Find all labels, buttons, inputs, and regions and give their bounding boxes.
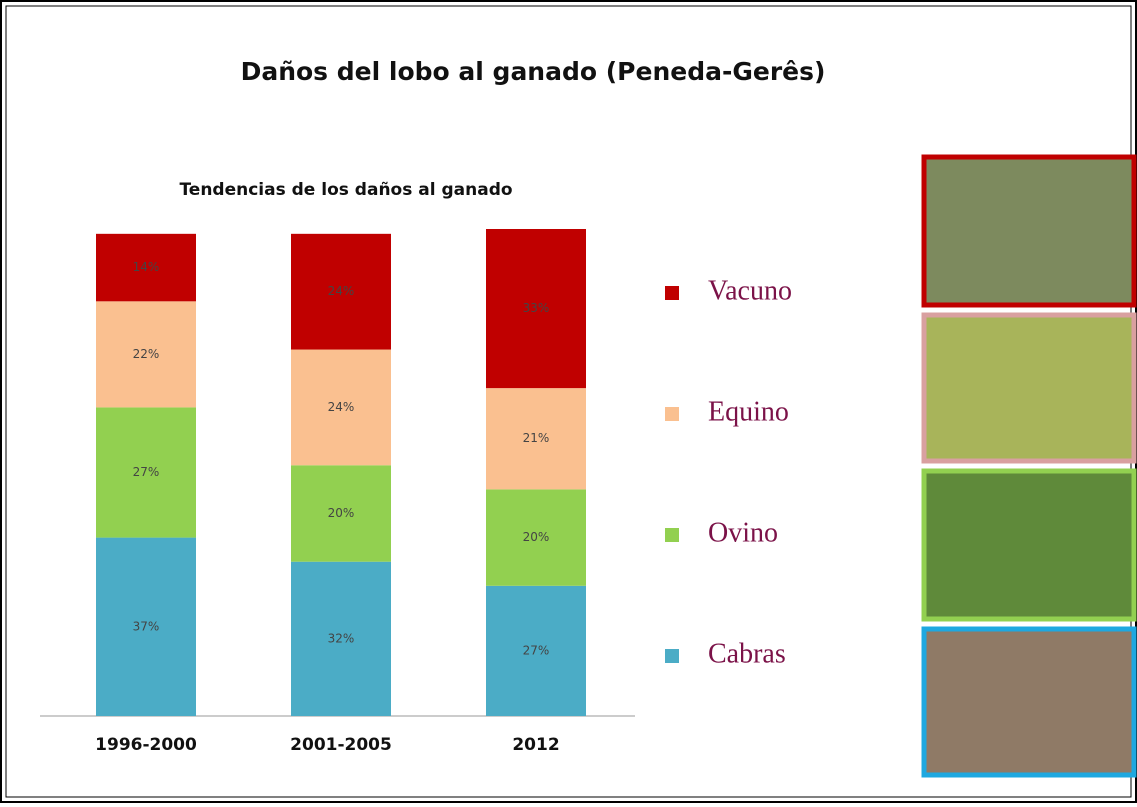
chart: Daños del lobo al ganado (Peneda-Gerês) … <box>0 0 1137 803</box>
legend-swatch <box>665 649 679 663</box>
legend-label: Vacuno <box>708 275 792 306</box>
photo-cattle <box>924 157 1134 305</box>
data-label: 32% <box>328 631 355 645</box>
chart-subtitle: Tendencias de los daños al ganado <box>179 180 512 200</box>
legend-swatch <box>665 528 679 542</box>
data-label: 33% <box>523 301 550 315</box>
photo-goat <box>924 629 1134 775</box>
data-label: 37% <box>133 619 160 633</box>
legend-swatch <box>665 286 679 300</box>
data-label: 20% <box>328 506 355 520</box>
legend-swatch <box>665 407 679 421</box>
legend-label: Cabras <box>708 638 786 669</box>
data-label: 24% <box>328 284 355 298</box>
data-label: 27% <box>133 465 160 479</box>
data-label: 24% <box>328 400 355 414</box>
legend-label: Ovino <box>708 517 778 548</box>
data-label: 21% <box>523 431 550 445</box>
data-label: 14% <box>133 260 160 274</box>
data-label: 27% <box>523 643 550 657</box>
photo-sheep <box>924 471 1134 619</box>
data-label: 22% <box>133 347 160 361</box>
x-tick-label: 2001-2005 <box>290 735 392 755</box>
legend-label: Equino <box>708 396 789 427</box>
x-tick-label: 1996-2000 <box>95 735 197 755</box>
chart-title: Daños del lobo al ganado (Peneda-Gerês) <box>241 57 826 86</box>
x-tick-label: 2012 <box>512 735 559 755</box>
data-label: 20% <box>523 530 550 544</box>
photo-horse <box>924 315 1134 461</box>
photos <box>924 157 1134 775</box>
